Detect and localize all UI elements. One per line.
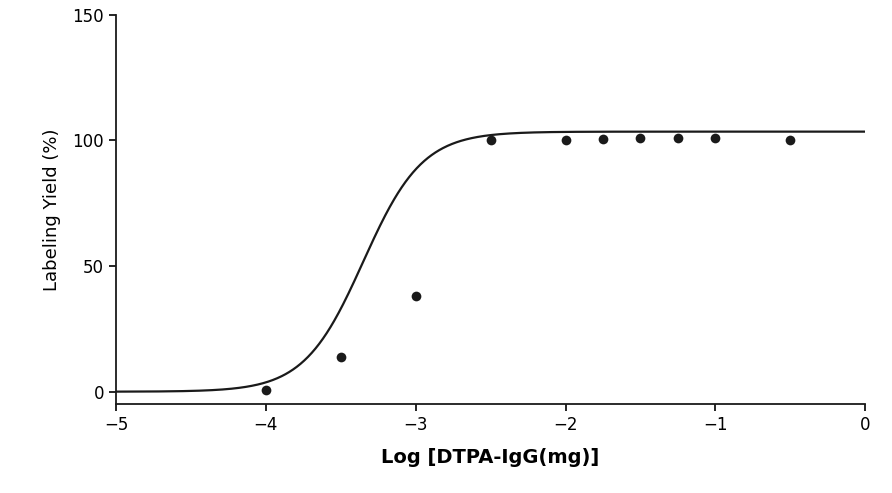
X-axis label: Log [DTPA-IgG(mg)]: Log [DTPA-IgG(mg)] — [382, 448, 599, 467]
Point — [259, 387, 273, 394]
Point — [409, 292, 423, 300]
Point — [596, 135, 610, 143]
Point — [708, 134, 723, 142]
Point — [483, 137, 498, 144]
Point — [671, 134, 685, 142]
Y-axis label: Labeling Yield (%): Labeling Yield (%) — [44, 128, 62, 291]
Point — [334, 352, 348, 360]
Point — [783, 137, 797, 144]
Point — [633, 134, 648, 142]
Point — [558, 137, 573, 144]
